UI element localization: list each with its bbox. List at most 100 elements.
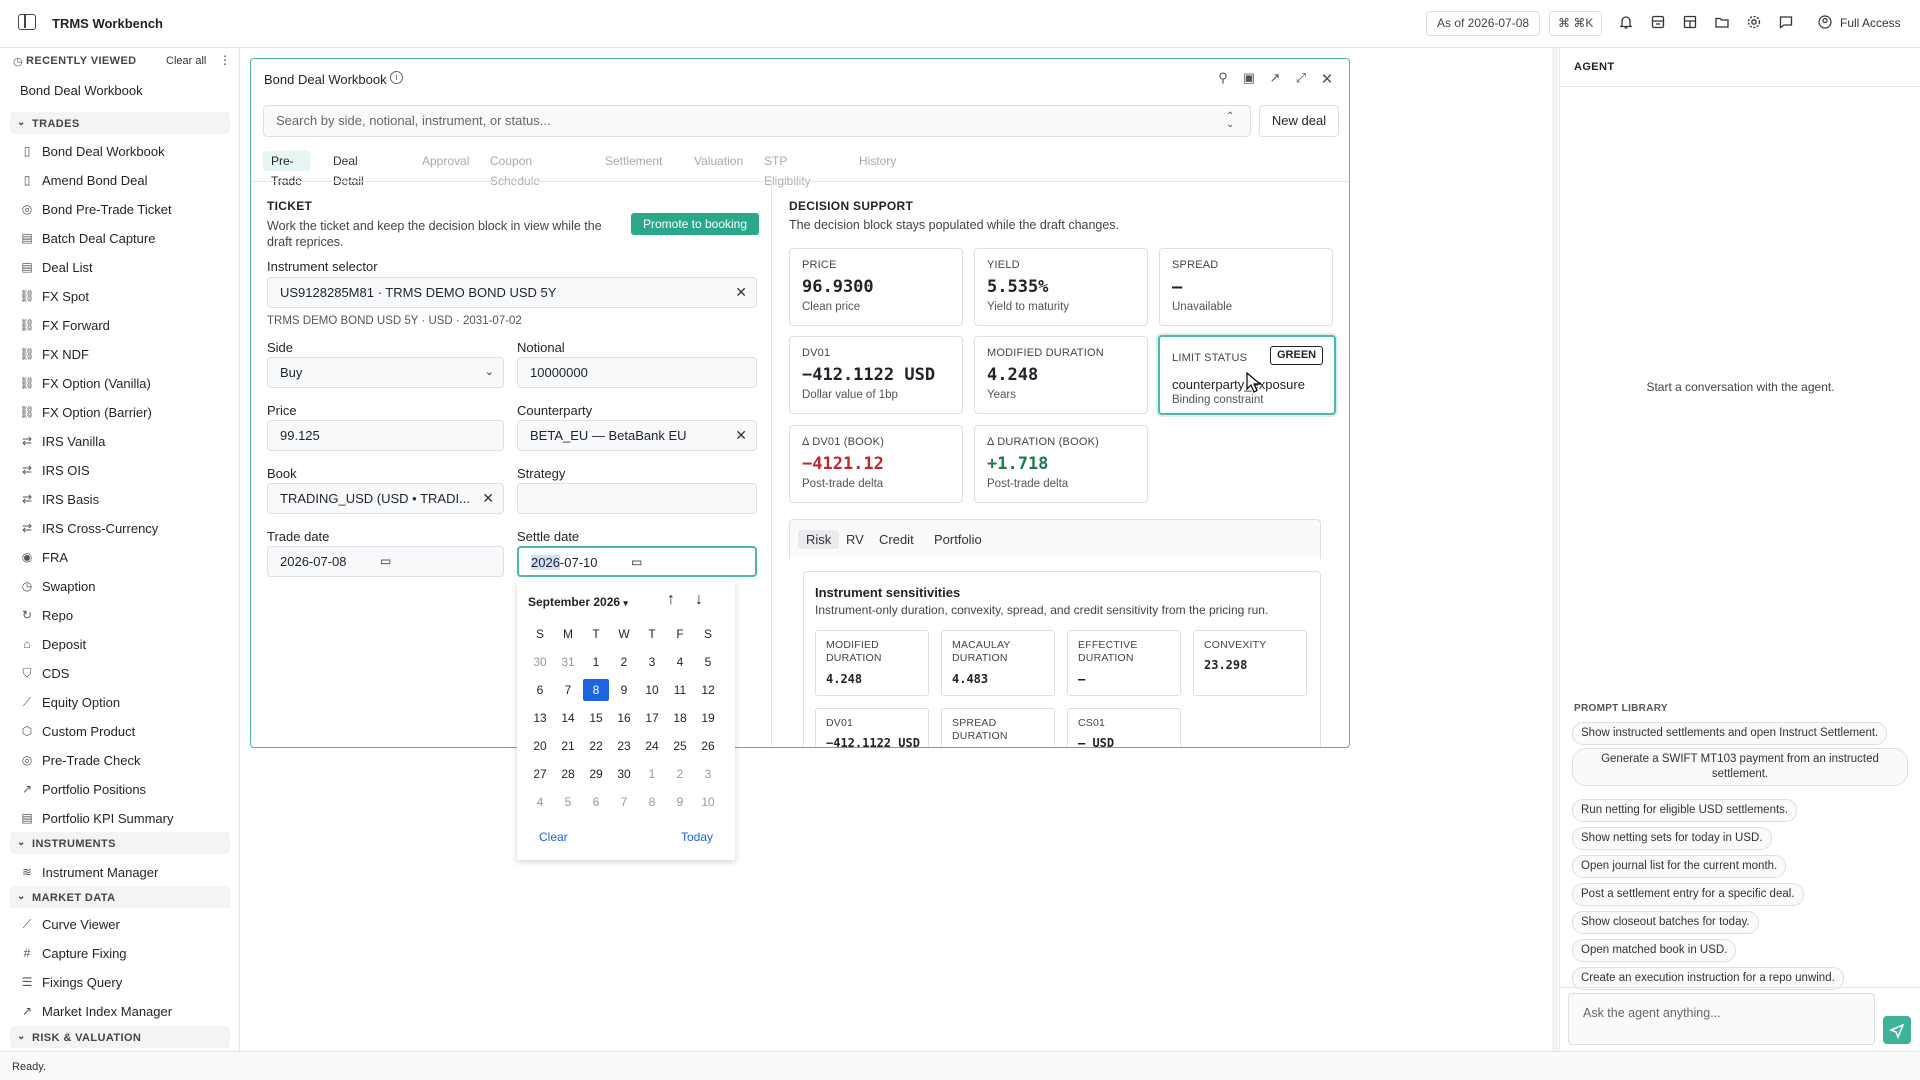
deal-search-input[interactable]: Search by side, notional, instrument, or… [263, 105, 1251, 137]
tab-coupon-schedule[interactable]: Coupon Schedule [490, 154, 541, 188]
tab-deal-detail[interactable]: Deal Detail [333, 154, 364, 188]
clear-icon[interactable]: ✕ [735, 427, 747, 443]
arrow-down-icon[interactable]: ↓ [695, 591, 703, 608]
tab-rv[interactable]: RV [846, 532, 864, 547]
nav-item-deal-list[interactable]: ▤ Deal List [21, 259, 93, 275]
calendar-day[interactable]: 17 [645, 711, 659, 725]
chat-icon[interactable] [1777, 14, 1795, 32]
strategy-input[interactable] [517, 483, 757, 514]
calendar-day[interactable]: 9 [620, 683, 628, 697]
nav-item-fx-option-vanilla[interactable]: ⛓ FX Option (Vanilla) [19, 375, 151, 391]
tab-settlement[interactable]: Settlement [605, 154, 663, 168]
nav-item-fixings-query[interactable]: ☰ Fixings Query [21, 974, 123, 990]
prompt-chip[interactable]: Open matched book in USD. [1572, 939, 1737, 962]
info-icon[interactable]: i [390, 71, 403, 84]
new-deal-button[interactable]: New deal [1259, 105, 1339, 137]
today-button[interactable]: Today [681, 830, 714, 844]
nav-item-irs-cross-currency[interactable]: ⇄ IRS Cross-Currency [21, 520, 159, 536]
nav-item-fx-forward[interactable]: ⛓ FX Forward [19, 317, 110, 333]
calendar-day[interactable]: 1 [648, 767, 656, 781]
nav-item-irs-ois[interactable]: ⇄ IRS OIS [21, 462, 90, 478]
as-of-date-button[interactable]: As of 2026-07-08 [1426, 11, 1541, 36]
book-field[interactable]: TRADING_USD (USD • TRADI... ✕ [267, 483, 504, 514]
nav-item-fx-spot[interactable]: ⛓ FX Spot [19, 288, 89, 304]
calendar-day[interactable]: 4 [536, 795, 544, 809]
layout-icon[interactable] [1681, 14, 1699, 32]
nav-item-custom-product[interactable]: ⬡ Custom Product [21, 723, 136, 739]
instruments-header[interactable]: INSTRUMENTS [32, 838, 116, 850]
calendar-day[interactable]: 4 [676, 655, 684, 669]
nav-item-fx-option-barrier[interactable]: ⛓ FX Option (Barrier) [19, 404, 152, 420]
nav-item-bond-pre-trade-ticket[interactable]: ◎ Bond Pre-Trade Ticket [21, 201, 172, 217]
calendar-day[interactable]: 20 [533, 739, 547, 753]
calendar-day[interactable]: 10 [701, 795, 715, 809]
recent-item[interactable]: Bond Deal Workbook [20, 83, 143, 98]
calendar-day[interactable]: 22 [589, 739, 603, 753]
nav-item-irs-vanilla[interactable]: ⇄ IRS Vanilla [21, 433, 106, 449]
nav-item-deposit[interactable]: ⌂ Deposit [20, 634, 86, 654]
calendar-day[interactable]: 29 [589, 767, 603, 781]
tab-valuation[interactable]: Valuation [694, 154, 744, 168]
nav-item-instrument-manager[interactable]: ≋ Instrument Manager [21, 864, 159, 880]
calendar-day[interactable]: 5 [564, 795, 572, 809]
prompt-chip[interactable]: Show instructed settlements and open Ins… [1572, 722, 1888, 745]
calendar-day[interactable]: 3 [704, 767, 712, 781]
nav-item-curve-viewer[interactable]: ⟋ Curve Viewer [20, 914, 120, 934]
calendar-icon[interactable]: ▭ [631, 555, 643, 569]
clear-icon[interactable]: ✕ [482, 490, 494, 506]
prompt-chip[interactable]: Post a settlement entry for a specific d… [1572, 883, 1804, 906]
clear-all-link[interactable]: Clear all [166, 55, 207, 67]
nav-item-capture-fixing[interactable]: # Capture Fixing [20, 943, 127, 963]
folder-icon[interactable] [1713, 14, 1731, 32]
calendar-icon[interactable]: ▭ [380, 554, 392, 568]
calendar-day[interactable]: 1 [592, 655, 600, 669]
calendar-day[interactable]: 7 [620, 795, 628, 809]
calendar-day[interactable]: 31 [561, 655, 575, 669]
market-data-header[interactable]: MARKET DATA [32, 892, 116, 904]
pin-icon[interactable]: ⚲ [1218, 70, 1228, 85]
calendar-day[interactable]: 11 [673, 683, 687, 697]
prompt-chip[interactable]: Run netting for eligible USD settlements… [1572, 799, 1798, 822]
nav-item-portfolio-positions[interactable]: ↗ Portfolio Positions [21, 781, 147, 797]
expand-icon[interactable]: ⤢ [1295, 70, 1307, 85]
calendar-day[interactable]: 9 [676, 795, 684, 809]
tab-portfolio[interactable]: Portfolio [934, 532, 982, 547]
calendar-day[interactable]: 16 [617, 711, 631, 725]
nav-item-market-index-manager[interactable]: ↗ Market Index Manager [21, 1003, 173, 1019]
limit-status-card[interactable]: LIMIT STATUS GREEN counterparty_exposure… [1158, 335, 1336, 415]
promote-to-booking-button[interactable]: Promote to booking [631, 213, 759, 235]
calendar-day[interactable]: 8 [648, 795, 656, 809]
calendar-day[interactable]: 14 [561, 711, 575, 725]
calendar-day[interactable]: 2 [620, 655, 628, 669]
calendar-day[interactable]: 23 [617, 739, 631, 753]
nav-item-equity-option[interactable]: ⟋ Equity Option [20, 692, 120, 712]
notional-input[interactable]: 10000000 [517, 357, 757, 388]
tab-history[interactable]: History [859, 154, 897, 168]
tab-approval[interactable]: Approval [422, 154, 470, 168]
calendar-day[interactable]: 25 [673, 739, 687, 753]
nav-item-bond-deal-workbook[interactable]: ▯ Bond Deal Workbook [20, 141, 165, 161]
tab-pre-trade[interactable]: Pre-Trade [263, 151, 310, 188]
calendar-day[interactable]: 24 [645, 739, 659, 753]
sidebar-toggle-icon[interactable] [18, 14, 36, 30]
settle-date-input[interactable]: 2026-07-10 ▭ [517, 546, 757, 577]
nav-item-batch-deal-capture[interactable]: ▤ Batch Deal Capture [21, 230, 156, 246]
tab-stp-eligibility[interactable]: STP Eligibility [764, 154, 811, 188]
calendar-day[interactable]: 15 [589, 711, 603, 725]
nav-item-amend-bond-deal[interactable]: ▯ Amend Bond Deal [20, 170, 148, 190]
command-palette-button[interactable]: ⌘ ⌘K [1549, 11, 1603, 36]
clear-date-button[interactable]: Clear [539, 830, 568, 844]
calendar-day[interactable]: 21 [561, 739, 575, 753]
send-button[interactable] [1883, 1016, 1911, 1044]
calendar-day[interactable]: 6 [536, 683, 544, 697]
trades-header[interactable]: TRADES [32, 118, 80, 130]
prompt-chip[interactable]: Open journal list for the current month. [1572, 855, 1787, 878]
calendar-day[interactable]: 13 [533, 711, 547, 725]
nav-item-fra[interactable]: ◉ FRA [21, 549, 68, 565]
calendar-day[interactable]: 10 [645, 683, 659, 697]
calendar-day[interactable]: 7 [564, 683, 572, 697]
external-link-icon[interactable]: ↗ [1269, 70, 1281, 85]
instrument-selector-field[interactable]: US9128285M81 · TRMS DEMO BOND USD 5Y ✕ [267, 277, 757, 308]
chevron-down-icon[interactable]: ⌄ [17, 1031, 26, 1042]
nav-item-irs-basis[interactable]: ⇄ IRS Basis [21, 491, 100, 507]
